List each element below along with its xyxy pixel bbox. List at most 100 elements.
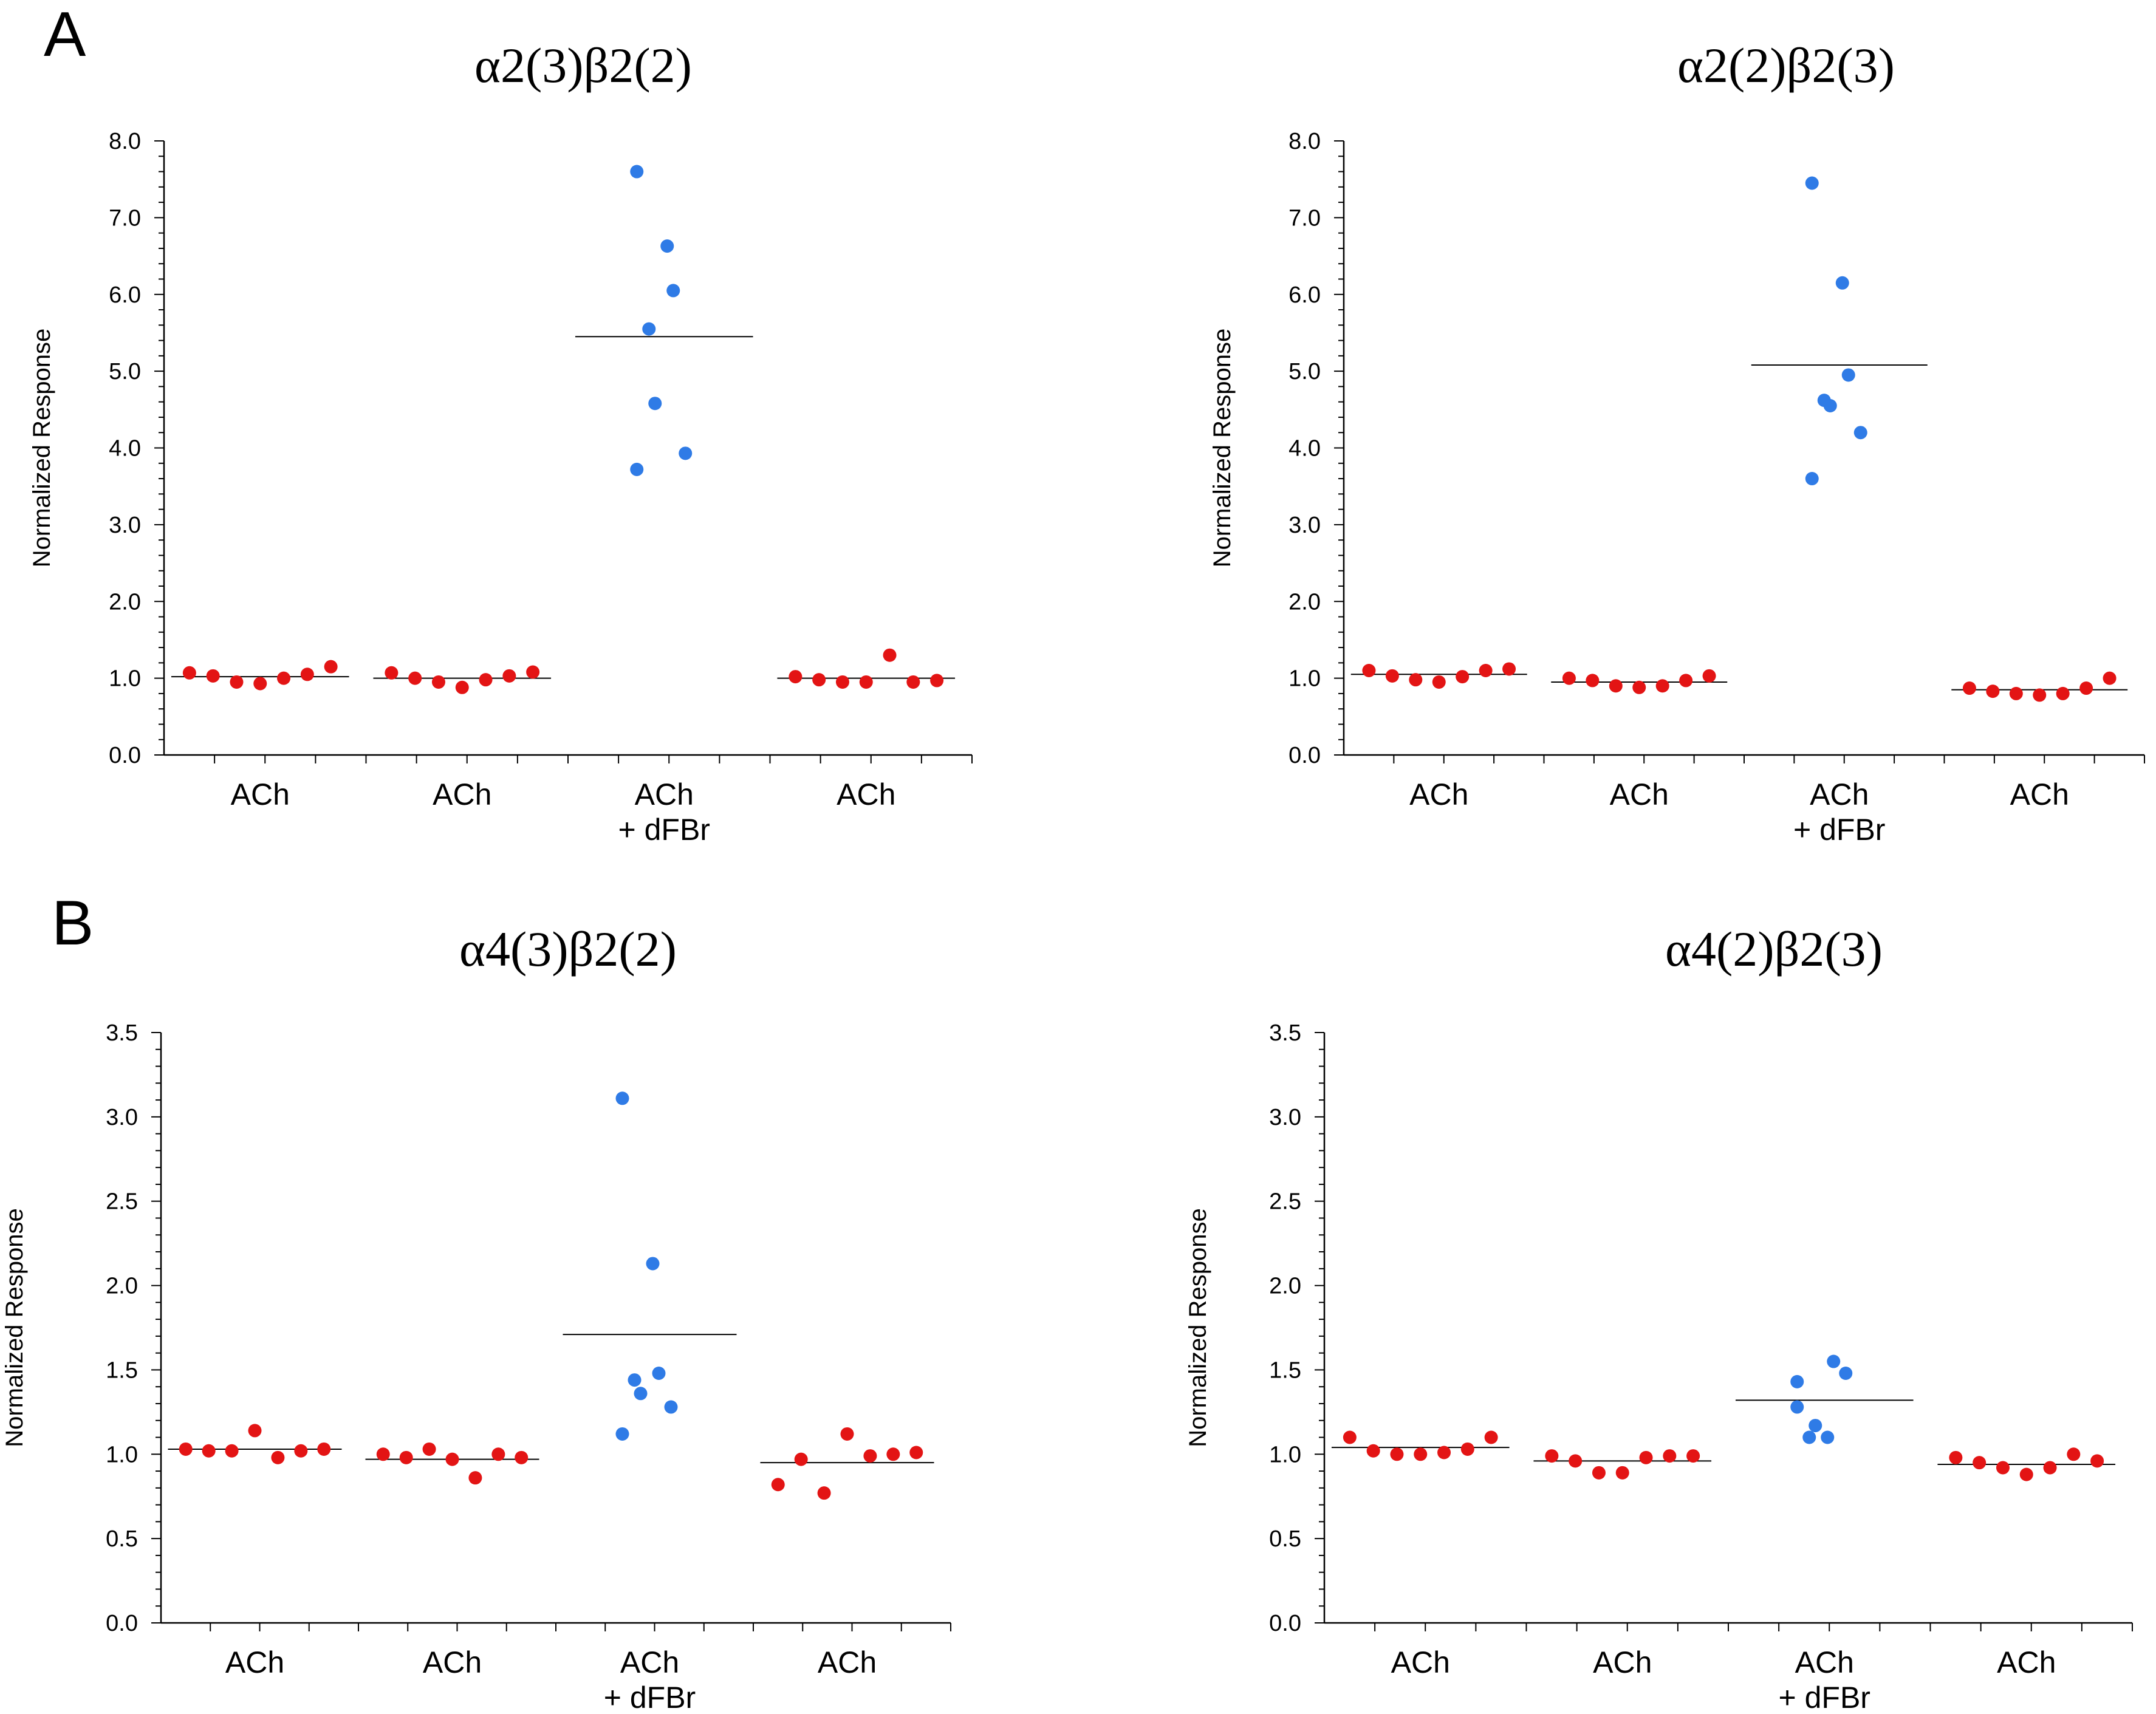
- data-point: [666, 284, 680, 298]
- data-point: [1362, 663, 1376, 677]
- data-point: [179, 1442, 193, 1456]
- data-point: [422, 1442, 436, 1456]
- category-label: + dFBr: [618, 813, 710, 847]
- data-point: [615, 1427, 629, 1441]
- data-point: [1632, 680, 1646, 694]
- data-point: [1456, 670, 1470, 684]
- data-point: [840, 1427, 854, 1441]
- data-point: [515, 1450, 529, 1464]
- data-point: [817, 1486, 831, 1500]
- data-point: [1502, 662, 1516, 676]
- data-point: [906, 675, 920, 689]
- data-point: [883, 648, 897, 662]
- data-point: [909, 1446, 923, 1460]
- y-axis-label: Normalized Response: [29, 329, 55, 568]
- y-tick-label: 3.0: [106, 1105, 138, 1130]
- y-tick-label: 0.5: [1269, 1526, 1301, 1552]
- y-tick-label: 8.0: [109, 129, 141, 154]
- y-tick-label: 8.0: [1288, 129, 1321, 154]
- category-label: ACh: [818, 1645, 877, 1679]
- data-point: [1545, 1449, 1559, 1463]
- y-tick-label: 4.0: [1288, 436, 1321, 462]
- data-point: [1432, 675, 1446, 689]
- data-point: [1679, 674, 1693, 688]
- data-point: [812, 673, 826, 687]
- data-point: [271, 1450, 285, 1464]
- data-point: [300, 668, 314, 681]
- category-label: ACh: [1810, 777, 1869, 811]
- y-tick-label: 7.0: [1288, 205, 1321, 231]
- category-label: ACh: [1795, 1645, 1854, 1679]
- data-point: [1823, 398, 1837, 412]
- category-label: ACh: [1610, 777, 1669, 811]
- data-point: [630, 165, 644, 179]
- data-point: [455, 680, 469, 694]
- data-point: [1853, 426, 1867, 440]
- data-point: [1996, 1461, 2010, 1475]
- data-point: [1366, 1444, 1380, 1458]
- data-point: [399, 1450, 413, 1464]
- data-point: [248, 1424, 262, 1438]
- data-point: [502, 669, 516, 683]
- y-tick-label: 2.5: [1269, 1189, 1301, 1215]
- data-point: [2103, 671, 2117, 685]
- data-point: [1609, 679, 1623, 693]
- data-point: [445, 1452, 459, 1466]
- data-point: [202, 1444, 216, 1458]
- data-point: [317, 1442, 331, 1456]
- chart-4: α4(2)β2(3) Normalized Response 0.0 0.5 1.0 1.…: [1185, 921, 2133, 1714]
- data-point: [771, 1478, 785, 1492]
- data-point: [664, 1400, 678, 1414]
- data-point: [794, 1452, 808, 1466]
- data-point: [1809, 1419, 1822, 1433]
- data-point: [230, 675, 244, 689]
- category-label: ACh: [423, 1645, 482, 1679]
- data-point: [2019, 1467, 2033, 1481]
- data-point: [2090, 1454, 2104, 1468]
- y-tick-label: 0.5: [106, 1526, 138, 1552]
- chart-title: α2(2)β2(3): [1677, 38, 1895, 93]
- data-point: [652, 1366, 666, 1380]
- y-tick-label: 0.0: [109, 743, 141, 768]
- data-point: [376, 1447, 390, 1461]
- data-point: [863, 1449, 877, 1463]
- data-point: [634, 1387, 648, 1401]
- data-point: [1949, 1450, 1963, 1464]
- data-point: [1663, 1449, 1677, 1463]
- data-point: [2079, 681, 2093, 695]
- data-point: [1962, 681, 1976, 695]
- chart-3: α4(3)β2(2) Normalized Response 0.0 0.5 1.0 1.…: [1, 921, 951, 1714]
- data-point: [1639, 1450, 1653, 1464]
- data-point: [2009, 686, 2023, 700]
- data-point: [2043, 1461, 2057, 1475]
- category-label: ACh: [231, 777, 290, 811]
- data-point: [1841, 368, 1855, 382]
- category-label: ACh: [1391, 1645, 1450, 1679]
- y-tick-label: 2.0: [109, 589, 141, 615]
- y-tick-label: 1.0: [106, 1442, 138, 1467]
- data-point: [1802, 1430, 1816, 1444]
- data-point: [835, 675, 849, 689]
- chart-title: α4(2)β2(3): [1665, 921, 1883, 977]
- y-axis-label: Normalized Response: [1185, 1208, 1211, 1447]
- data-point: [277, 671, 291, 685]
- chart-title: α4(3)β2(2): [459, 921, 677, 977]
- category-label: ACh: [433, 777, 491, 811]
- y-tick-label: 6.0: [1288, 282, 1321, 308]
- y-axis-label: Normalized Response: [1209, 329, 1236, 568]
- y-tick-label: 7.0: [109, 205, 141, 231]
- data-point: [225, 1444, 239, 1458]
- y-tick-label: 5.0: [1288, 359, 1321, 384]
- data-point: [526, 665, 540, 679]
- data-point: [1973, 1456, 1987, 1470]
- data-point: [182, 666, 196, 680]
- data-point: [1484, 1430, 1498, 1444]
- data-point: [789, 670, 803, 684]
- chart-title: α2(3)β2(2): [474, 38, 692, 93]
- category-label: + dFBr: [604, 1681, 696, 1714]
- data-point: [886, 1447, 900, 1461]
- y-tick-label: 2.0: [1288, 589, 1321, 615]
- data-point: [679, 446, 693, 460]
- category-label: ACh: [837, 777, 895, 811]
